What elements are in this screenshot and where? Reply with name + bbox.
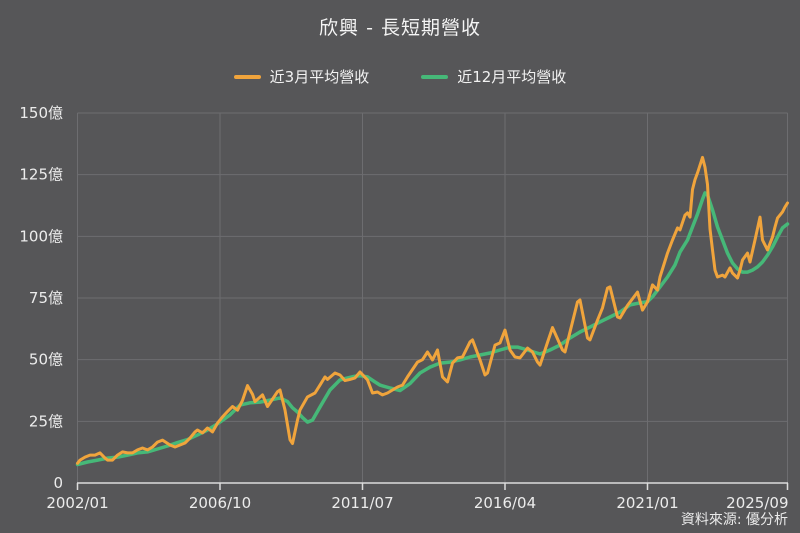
data-source: 資料來源: 優分析 xyxy=(680,512,788,528)
y-tick-label: 25億 xyxy=(29,412,63,430)
legend-label-12m: 近12月平均營收 xyxy=(457,68,567,86)
series-line-3m-avg[interactable] xyxy=(76,155,789,465)
chart-title: 欣興 - 長短期營收 xyxy=(319,17,481,39)
x-tick-label: 2021/01 xyxy=(616,494,678,512)
legend-swatch-12m-icon xyxy=(421,74,449,79)
y-tick-label: 125億 xyxy=(19,166,63,184)
x-tick-label: 2011/07 xyxy=(331,494,393,512)
x-tick-label: 2002/01 xyxy=(46,494,108,512)
legend-item-3m-avg[interactable]: 近3月平均營收 xyxy=(233,66,370,87)
legend-swatch-3m-icon xyxy=(233,74,261,79)
x-tick-label: 2006/10 xyxy=(189,494,251,512)
y-tick-label: 75億 xyxy=(29,289,63,307)
legend-label-3m: 近3月平均營收 xyxy=(269,68,370,86)
x-tick-label: 2025/09 xyxy=(726,494,788,512)
series-line-12m-avg[interactable] xyxy=(75,191,790,467)
legend: 近3月平均營收 近12月平均營收 xyxy=(0,66,800,87)
y-tick-label: 100億 xyxy=(19,227,63,245)
y-tick-label: 0 xyxy=(53,474,63,492)
x-tick-label: 2016/04 xyxy=(474,494,536,512)
y-tick-label: 150億 xyxy=(19,104,63,122)
y-tick-label: 50億 xyxy=(29,351,63,369)
legend-item-12m-avg[interactable]: 近12月平均營收 xyxy=(421,66,566,87)
